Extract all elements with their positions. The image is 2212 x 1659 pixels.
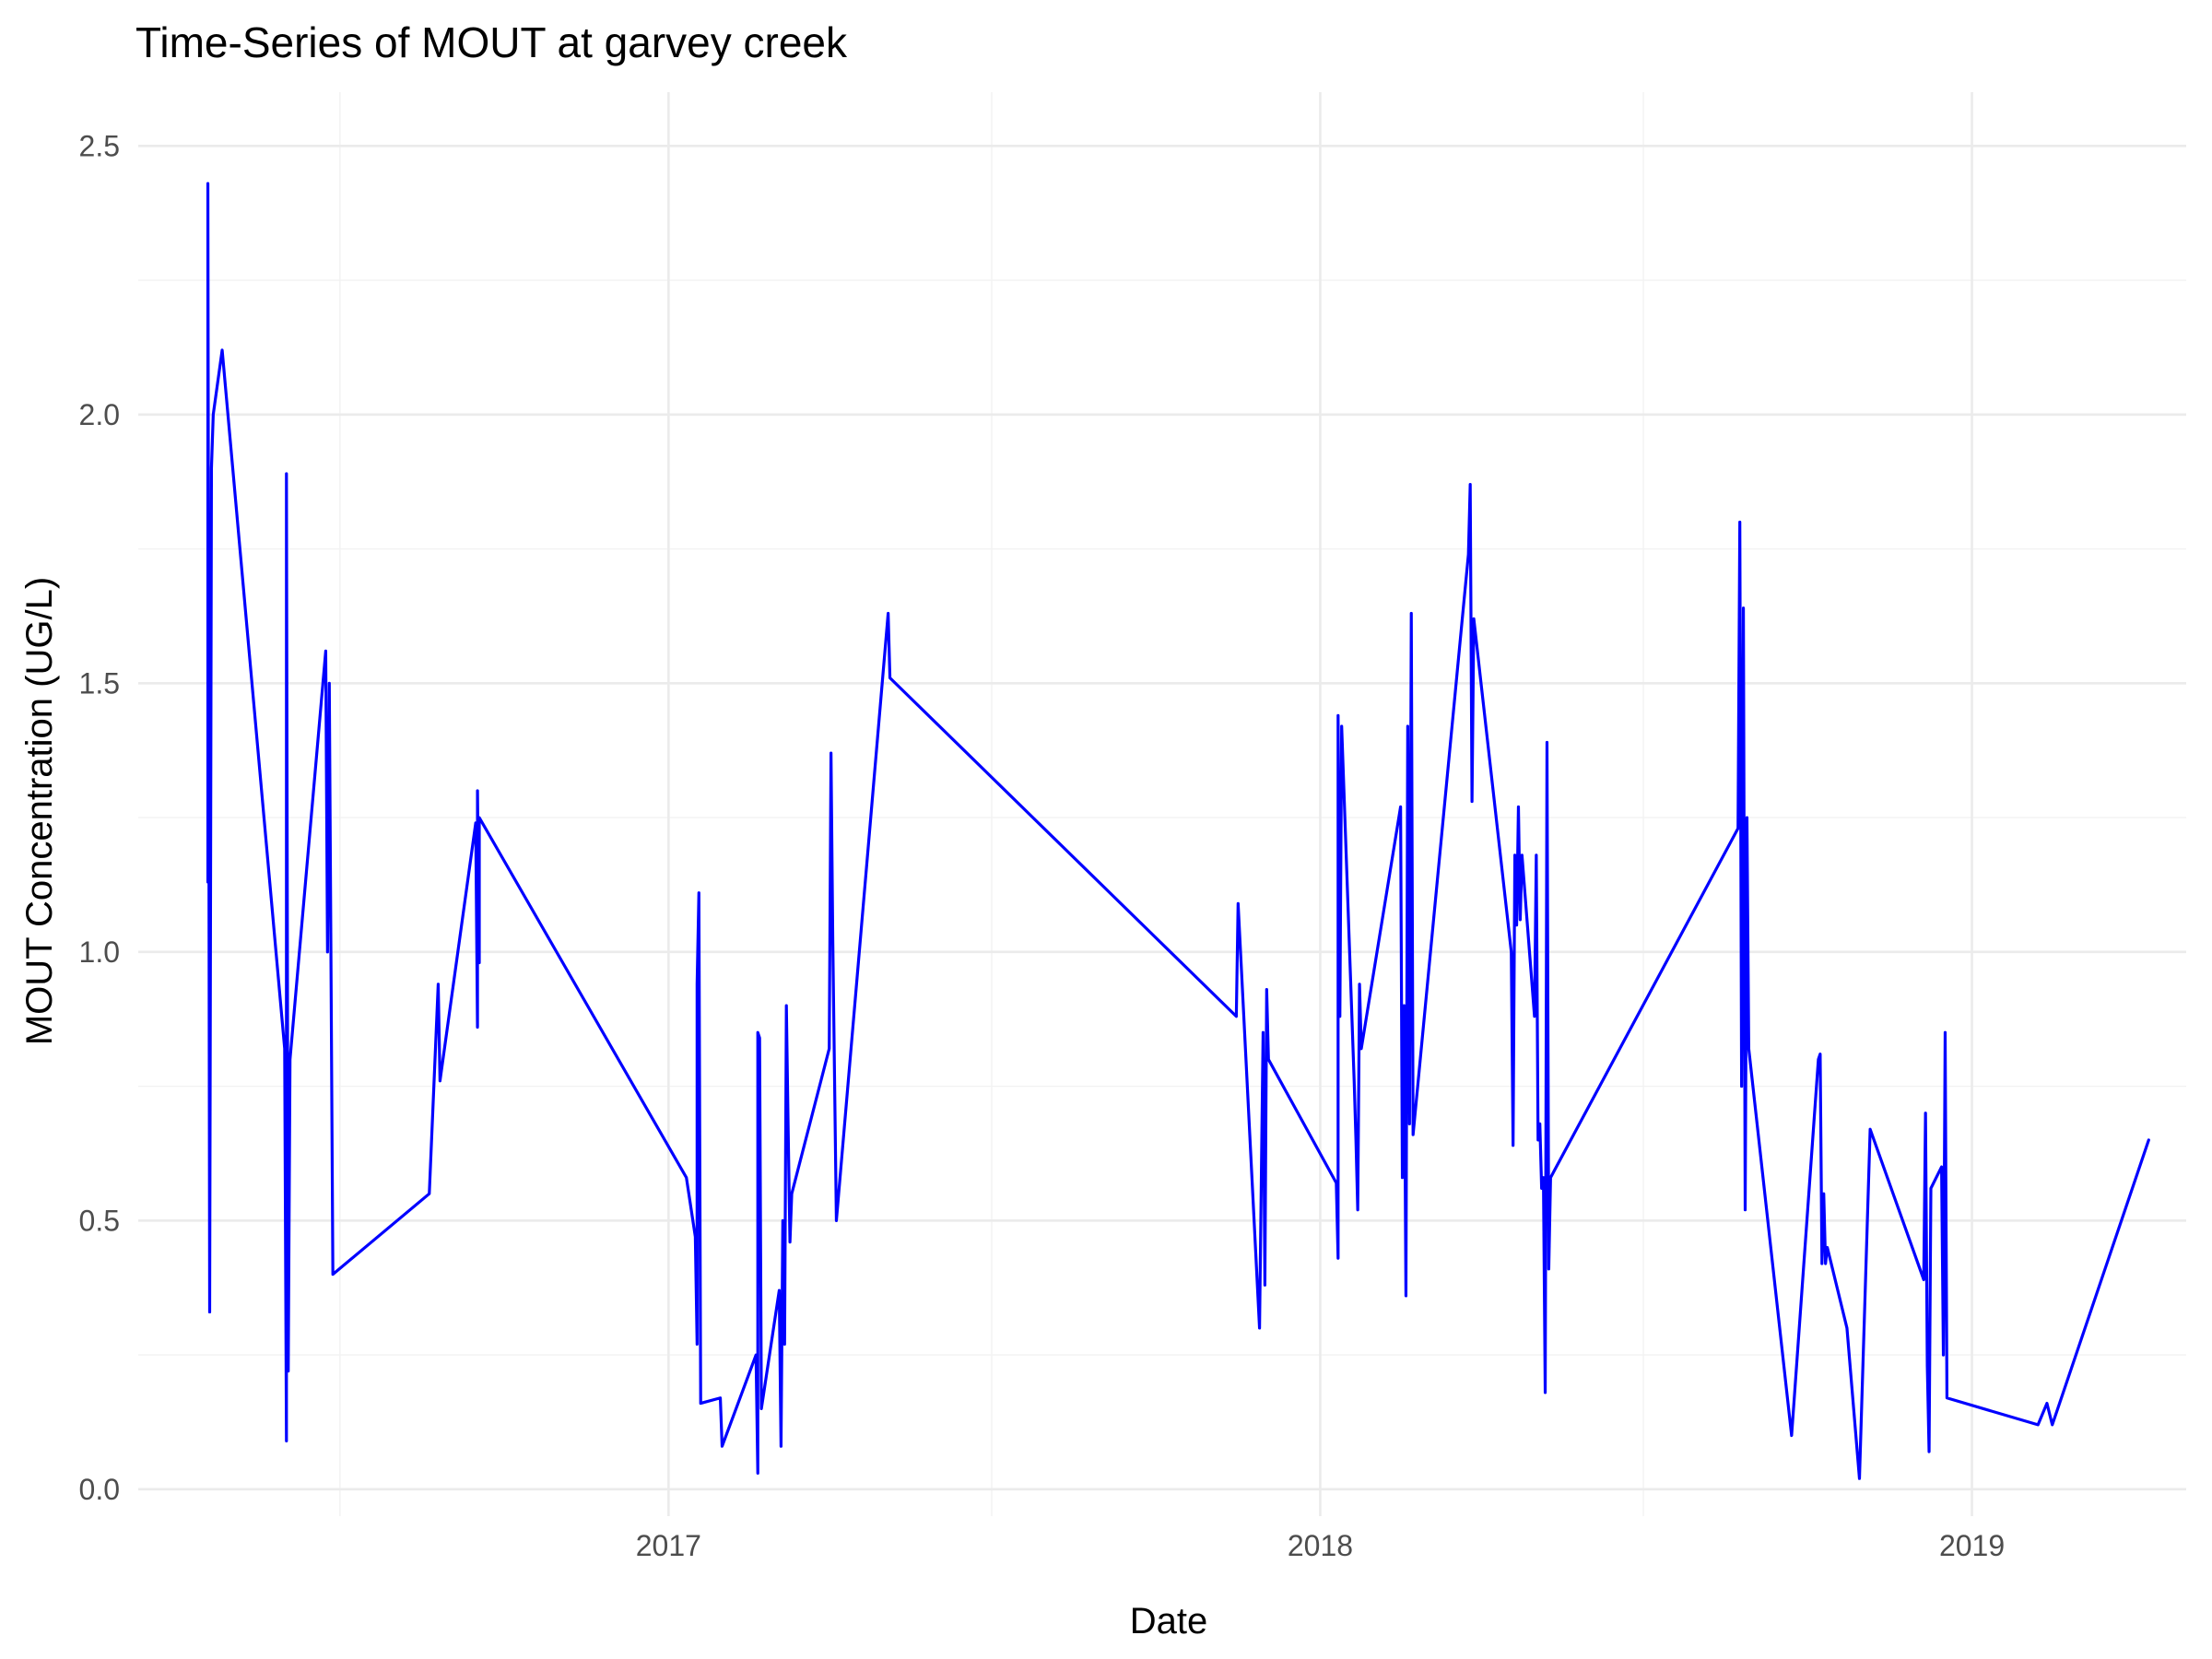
y-tick-label: 1.0 bbox=[79, 935, 120, 969]
y-axis-tick-labels: 0.0 0.5 1.0 1.5 2.0 2.5 bbox=[79, 129, 120, 1506]
y-tick-label: 0.0 bbox=[79, 1473, 120, 1506]
y-tick-label: 2.5 bbox=[79, 129, 120, 162]
y-tick-label: 0.5 bbox=[79, 1204, 120, 1237]
y-tick-label: 2.0 bbox=[79, 398, 120, 431]
x-tick-label: 2019 bbox=[1939, 1529, 2005, 1562]
major-x-gridlines bbox=[667, 92, 1973, 1516]
y-axis-title: MOUT Concentration (UG/L) bbox=[19, 577, 60, 1045]
x-axis-tick-labels: 2017 2018 2019 bbox=[636, 1529, 2005, 1562]
x-axis-title: Date bbox=[1130, 1601, 1208, 1641]
x-tick-label: 2018 bbox=[1288, 1529, 1353, 1562]
chart-title: Time-Series of MOUT at garvey creek bbox=[135, 18, 848, 66]
minor-y-gridlines bbox=[138, 279, 2186, 1356]
y-tick-label: 1.5 bbox=[79, 666, 120, 700]
x-tick-label: 2017 bbox=[636, 1529, 701, 1562]
minor-x-gridlines bbox=[339, 92, 1644, 1516]
mout-series-line bbox=[206, 182, 2150, 1480]
